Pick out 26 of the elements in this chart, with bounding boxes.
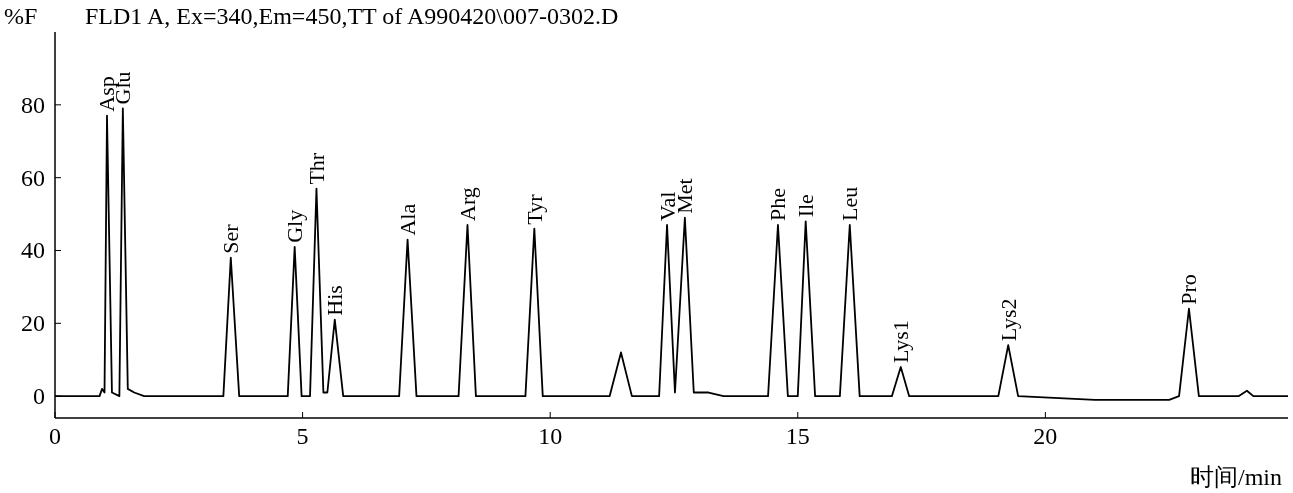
annotation: Lys1 <box>888 320 914 364</box>
annotation: Tyr <box>521 193 547 225</box>
annotation: Ala <box>395 203 421 236</box>
annotation: Arg <box>454 187 480 221</box>
x-tick-label: 20 <box>1033 423 1058 449</box>
y-tick-label: 60 <box>21 164 45 191</box>
y-tick-label: 40 <box>21 237 45 264</box>
y-tick-label: 0 <box>33 383 45 410</box>
annotation: Phe <box>765 188 791 221</box>
annotation: Gly <box>282 209 308 243</box>
annotation: Thr <box>303 152 329 185</box>
y-axis-title: %F <box>4 3 38 29</box>
annotation: Ser <box>218 223 244 254</box>
chart-title: FLD1 A, Ex=340,Em=450,TT of A990420\007-0302.D <box>85 3 619 29</box>
x-tick-label: 5 <box>296 423 309 449</box>
annotation: Lys2 <box>995 298 1021 342</box>
x-tick-label: 10 <box>538 423 563 449</box>
annotation: His <box>322 285 348 316</box>
y-tick-label: 80 <box>21 91 45 118</box>
x-tick-label: 0 <box>49 423 61 449</box>
annotation: Pro <box>1176 274 1202 305</box>
x-axis-title: 时间/min <box>1189 464 1282 490</box>
y-tick-label: 20 <box>21 310 45 337</box>
annotation: Ile <box>793 194 819 218</box>
annotation: Leu <box>837 186 863 221</box>
x-tick-label: 15 <box>785 423 810 449</box>
